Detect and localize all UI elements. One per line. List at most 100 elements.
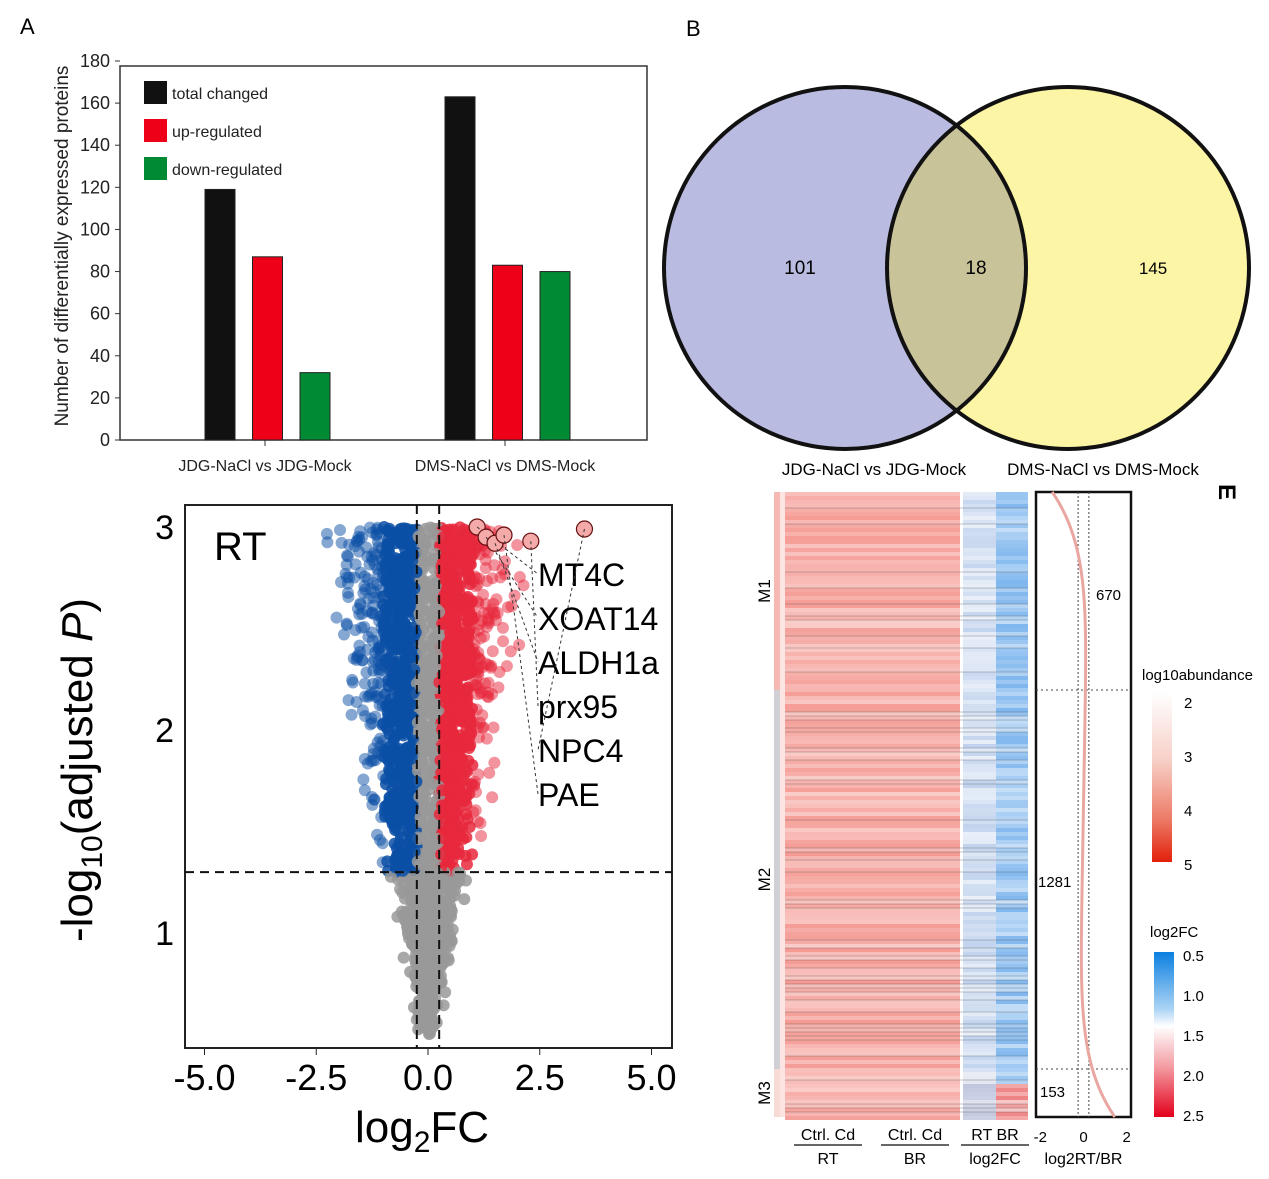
fc-cell-rt [963, 824, 996, 828]
fc-cell-rt [963, 1060, 996, 1064]
fc-cell-rt [963, 916, 996, 920]
heatmap-row [785, 512, 960, 516]
fc-cell-rt [963, 1016, 996, 1020]
heatmap-row [785, 536, 960, 540]
heatmap-row [785, 896, 960, 900]
x-tick-label: 0.0 [403, 1057, 453, 1098]
fc-cell-br [996, 812, 1028, 816]
y-axis-label: Number of differentially expressed prote… [52, 66, 73, 427]
heatmap-row [785, 816, 960, 820]
inset-label: RT [214, 525, 267, 569]
fc-cell-br [996, 964, 1028, 968]
fc-cell-rt [963, 692, 996, 696]
heatmap-row [785, 644, 960, 648]
right-only-count: 145 [1139, 259, 1167, 278]
heatmap-row [785, 1064, 960, 1068]
data-point [459, 849, 472, 862]
fc-cell-rt [963, 988, 996, 992]
heatmap-row [785, 812, 960, 816]
data-point [435, 848, 448, 861]
data-point [397, 951, 410, 964]
fc-cell-rt [963, 1012, 996, 1016]
heatmap-row [785, 860, 960, 864]
data-point [453, 609, 466, 622]
data-point [421, 924, 434, 937]
fc-cell-br [996, 548, 1028, 552]
heatmap-row [785, 572, 960, 576]
data-point [330, 611, 343, 624]
data-point [415, 816, 428, 829]
fc-cell-rt [963, 800, 996, 804]
fc-cell-rt [963, 556, 996, 560]
fc-cell-br [996, 644, 1028, 648]
fc-cell-br [996, 1024, 1028, 1028]
fc-cell-br [996, 824, 1028, 828]
fc-cell-br [996, 640, 1028, 644]
data-point [486, 791, 499, 804]
fc-cell-br [996, 1076, 1028, 1080]
fc-cell-rt [963, 652, 996, 656]
x-axis-label: log2FC [355, 1103, 489, 1159]
fc-cell-br [996, 500, 1028, 504]
fc-cell-br [996, 1016, 1028, 1020]
fc-cell-rt [963, 648, 996, 652]
fc-cell-rt [963, 1048, 996, 1052]
group-label: BR [904, 1151, 926, 1168]
heatmap-row [785, 1032, 960, 1036]
fc-cell-br [996, 860, 1028, 864]
heatmap-row [785, 740, 960, 744]
fc-cell-br [996, 988, 1028, 992]
data-point [365, 712, 378, 725]
highlighted-point [495, 526, 513, 544]
data-point [357, 773, 370, 786]
data-point [380, 608, 393, 621]
fc-cell-br [996, 632, 1028, 636]
heatmap-row [785, 892, 960, 896]
fc-cell-br [996, 588, 1028, 592]
data-point [406, 832, 419, 845]
fc-cell-rt [963, 1028, 996, 1032]
fc-cell-br [996, 1096, 1028, 1100]
heatmap-row [785, 1048, 960, 1052]
fc-cell-rt [963, 992, 996, 996]
fc-cell-rt [963, 600, 996, 604]
fc-cell-rt [963, 492, 996, 496]
fc-cell-br [996, 672, 1028, 676]
fc-cell-rt [963, 780, 996, 784]
heatmap-row [785, 656, 960, 660]
fc-cell-br [996, 744, 1028, 748]
fc-tick: 1.5 [1183, 1028, 1204, 1045]
bar-total-changed [444, 96, 476, 441]
set-left-label: JDG-NaCl vs JDG-Mock [782, 460, 967, 479]
fc-cell-rt [963, 592, 996, 596]
data-point [479, 553, 492, 566]
fc-cell-rt [963, 1004, 996, 1008]
fc-cell-br [996, 864, 1028, 868]
data-point [367, 742, 380, 755]
heatmap-row [785, 596, 960, 600]
data-point [452, 590, 465, 603]
fc-cell-br [996, 996, 1028, 1000]
heatmap-row [785, 564, 960, 568]
fc-cell-br [996, 796, 1028, 800]
data-point [455, 752, 468, 765]
data-point [356, 704, 369, 717]
heatmap-row [785, 660, 960, 664]
fc-cell-rt [963, 852, 996, 856]
fc-cell-rt [963, 976, 996, 980]
heatmap-row [785, 984, 960, 988]
fc-cell-br [996, 496, 1028, 500]
heatmap-row [785, 932, 960, 936]
heatmap-row [785, 1056, 960, 1060]
set-left-outline [662, 85, 1028, 451]
fc-cell-rt [963, 564, 996, 568]
heatmap-row [785, 908, 960, 912]
data-point [403, 528, 416, 541]
heatmap-row [785, 944, 960, 948]
heatmap-row [785, 580, 960, 584]
data-point [356, 607, 369, 620]
fc-cell-rt [963, 764, 996, 768]
fc-cell-rt [963, 896, 996, 900]
heatmap-row [785, 604, 960, 608]
fc-cell-br [996, 512, 1028, 516]
